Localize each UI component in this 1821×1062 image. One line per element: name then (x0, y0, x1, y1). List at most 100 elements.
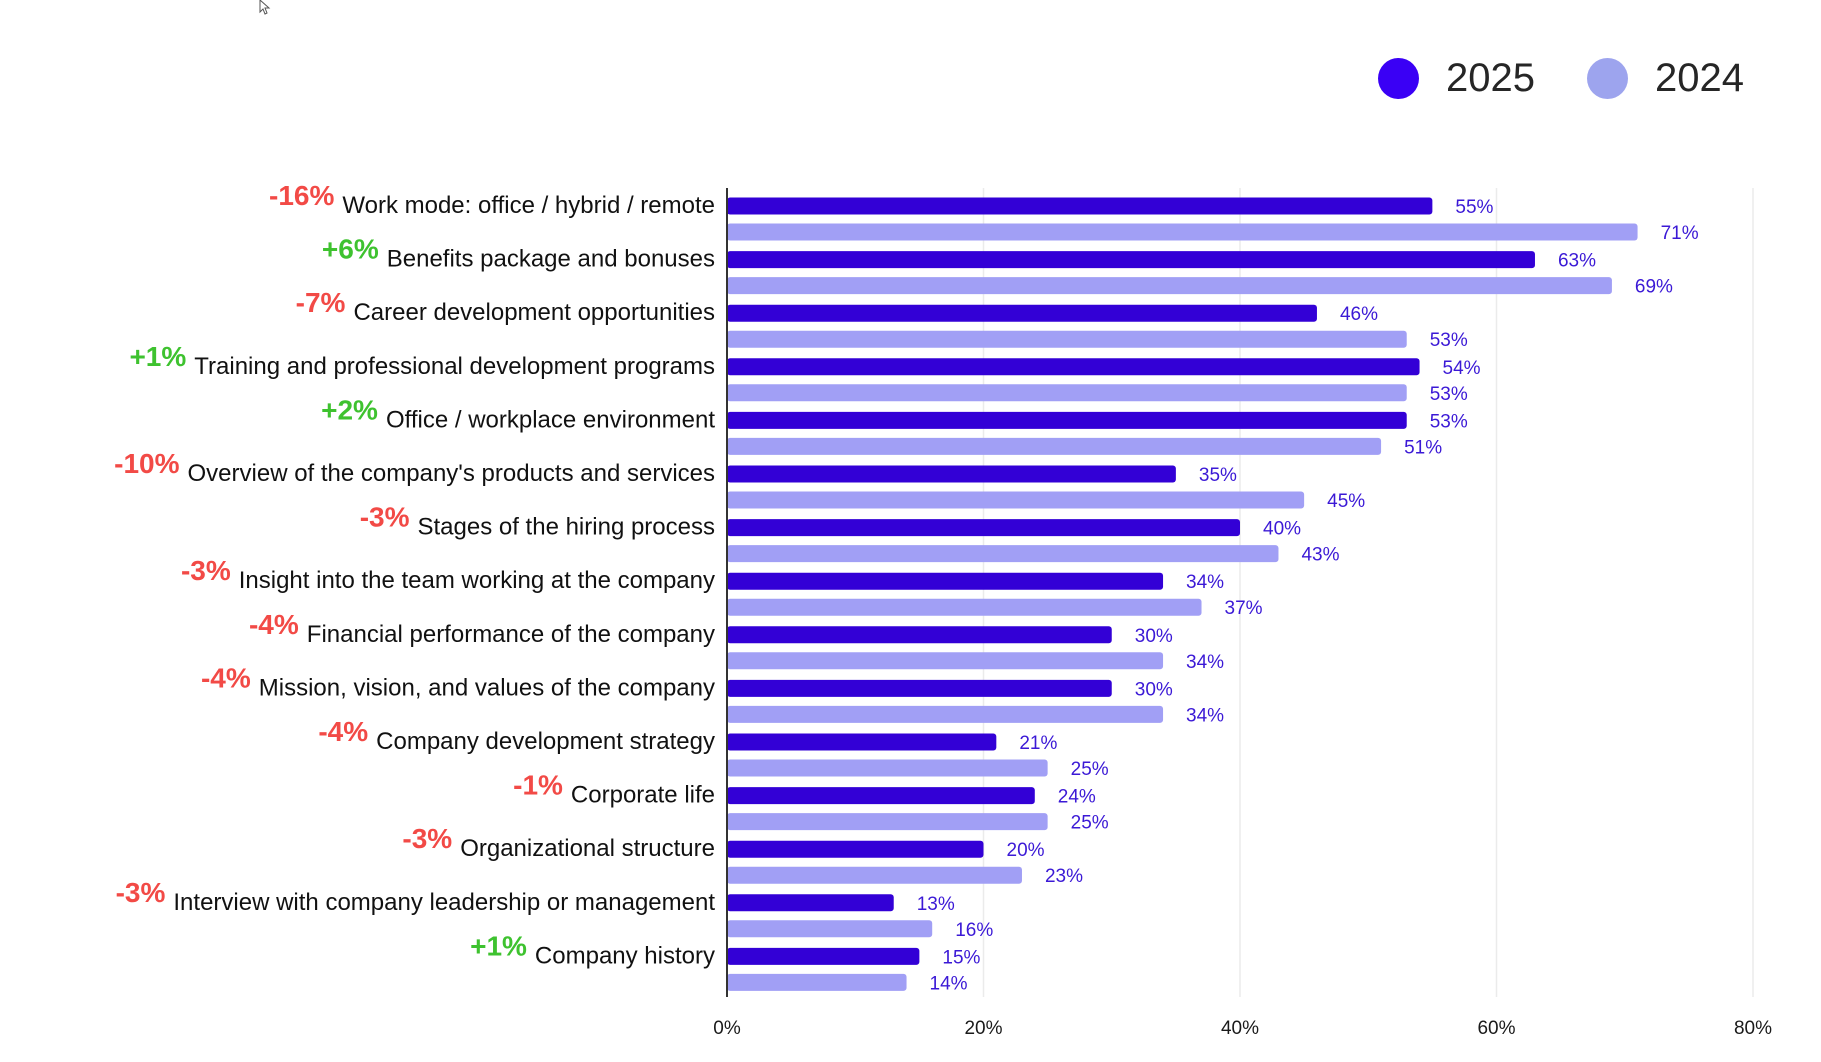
x-tick-label: 20% (964, 1018, 1002, 1039)
change-annotation: +6% (322, 234, 379, 265)
bar-2025-3 (727, 358, 1420, 376)
bar-2024-11 (727, 813, 1048, 831)
category-label: Benefits package and bonuses (387, 246, 715, 273)
value-label-2025: 15% (942, 947, 980, 968)
bar-2024-8 (727, 652, 1164, 670)
value-label-2024: 25% (1071, 759, 1109, 780)
value-label-2024: 34% (1186, 705, 1224, 726)
value-label-2025: 55% (1455, 197, 1493, 218)
change-annotation: +2% (321, 394, 378, 425)
bar-2024-4 (727, 437, 1382, 455)
legend-dot-2025-icon (1378, 58, 1419, 99)
value-label-2025: 53% (1430, 411, 1468, 432)
bar-2025-10 (727, 733, 997, 751)
value-label-2024: 45% (1327, 491, 1365, 512)
bar-2024-5 (727, 491, 1305, 509)
category-label: Company development strategy (376, 728, 715, 755)
bar-2025-11 (727, 787, 1035, 805)
bar-2024-14 (727, 973, 907, 991)
value-label-2025: 30% (1135, 626, 1173, 647)
value-label-2024: 34% (1186, 652, 1224, 673)
value-label-2025: 21% (1019, 733, 1057, 754)
category-label: Corporate life (571, 782, 715, 809)
legend-label-2024: 2024 (1654, 56, 1744, 100)
value-label-2025: 30% (1135, 679, 1173, 700)
bar-2024-0 (727, 223, 1638, 241)
change-annotation: -3% (181, 555, 231, 586)
value-label-2024: 16% (955, 920, 993, 941)
x-tick-label: 40% (1221, 1018, 1259, 1039)
category-label: Organizational structure (460, 835, 715, 862)
bar-2024-2 (727, 330, 1407, 348)
bar-2024-1 (727, 277, 1612, 295)
legend-label-2025: 2025 (1446, 56, 1535, 100)
x-tick-label: 60% (1477, 1018, 1515, 1039)
value-label-2025: 63% (1558, 251, 1596, 272)
value-label-2025: 46% (1340, 304, 1378, 325)
bar-2025-9 (727, 679, 1112, 697)
change-annotation: +1% (470, 930, 527, 961)
change-annotation: -16% (269, 180, 334, 211)
category-label: Interview with company leadership or man… (173, 889, 715, 916)
value-label-2025: 40% (1263, 519, 1301, 540)
bar-2024-10 (727, 759, 1048, 777)
x-tick-label: 0% (713, 1018, 741, 1039)
x-tick-label: 80% (1734, 1018, 1772, 1039)
value-label-2025: 54% (1443, 358, 1481, 379)
bar-2024-6 (727, 545, 1279, 563)
bar-2025-5 (727, 465, 1176, 483)
value-label-2025: 35% (1199, 465, 1237, 486)
bar-2024-3 (727, 384, 1407, 402)
value-label-2025: 20% (1007, 840, 1045, 861)
change-annotation: -4% (249, 609, 299, 640)
change-annotation: -3% (360, 502, 410, 533)
bar-2024-7 (727, 598, 1202, 616)
legend-item-2024[interactable]: 2024 (1586, 56, 1744, 101)
bar-2025-12 (727, 840, 984, 858)
value-label-2024: 53% (1430, 330, 1468, 351)
category-label: Insight into the team working at the com… (239, 567, 715, 594)
category-label: Mission, vision, and values of the compa… (259, 674, 715, 701)
change-annotation: +1% (129, 341, 186, 372)
value-label-2025: 24% (1058, 787, 1096, 808)
chart-legend: 2025 2024 (1378, 56, 1796, 101)
value-label-2024: 51% (1404, 437, 1442, 458)
value-label-2024: 43% (1301, 545, 1339, 566)
bar-2025-6 (727, 519, 1240, 537)
legend-dot-2024-icon (1586, 58, 1628, 99)
category-label: Work mode: office / hybrid / remote (342, 192, 715, 219)
change-annotation: -4% (318, 716, 368, 747)
value-label-2025: 34% (1186, 572, 1224, 593)
bar-2025-2 (727, 304, 1317, 322)
change-annotation: -3% (116, 877, 166, 908)
bar-2025-14 (727, 947, 920, 965)
bar-2025-4 (727, 411, 1407, 429)
bar-2024-13 (727, 920, 933, 938)
category-label: Overview of the company's products and s… (188, 460, 715, 487)
category-label: Financial performance of the company (307, 621, 715, 648)
value-label-2024: 69% (1635, 277, 1673, 298)
mouse-cursor-icon (259, 0, 271, 15)
category-label: Company history (535, 942, 715, 969)
bar-2024-12 (727, 866, 1022, 884)
bar-2025-1 (727, 251, 1535, 269)
value-label-2024: 53% (1430, 384, 1468, 405)
value-label-2024: 71% (1661, 223, 1699, 244)
legend-item-2025[interactable]: 2025 (1378, 56, 1535, 101)
bar-2024-9 (727, 705, 1164, 723)
bar-2025-13 (727, 894, 894, 912)
value-label-2024: 25% (1071, 813, 1109, 834)
category-label: Training and professional development pr… (194, 353, 715, 380)
change-annotation: -10% (114, 448, 179, 479)
bar-2025-7 (727, 572, 1164, 590)
category-label: Career development opportunities (353, 299, 715, 326)
category-label: Stages of the hiring process (417, 514, 715, 541)
value-label-2024: 37% (1225, 598, 1263, 619)
change-annotation: -7% (296, 287, 346, 318)
value-label-2024: 23% (1045, 866, 1083, 887)
value-label-2024: 14% (930, 973, 968, 994)
change-annotation: -1% (513, 770, 563, 801)
value-label-2025: 13% (917, 894, 955, 915)
change-annotation: -4% (201, 662, 251, 693)
